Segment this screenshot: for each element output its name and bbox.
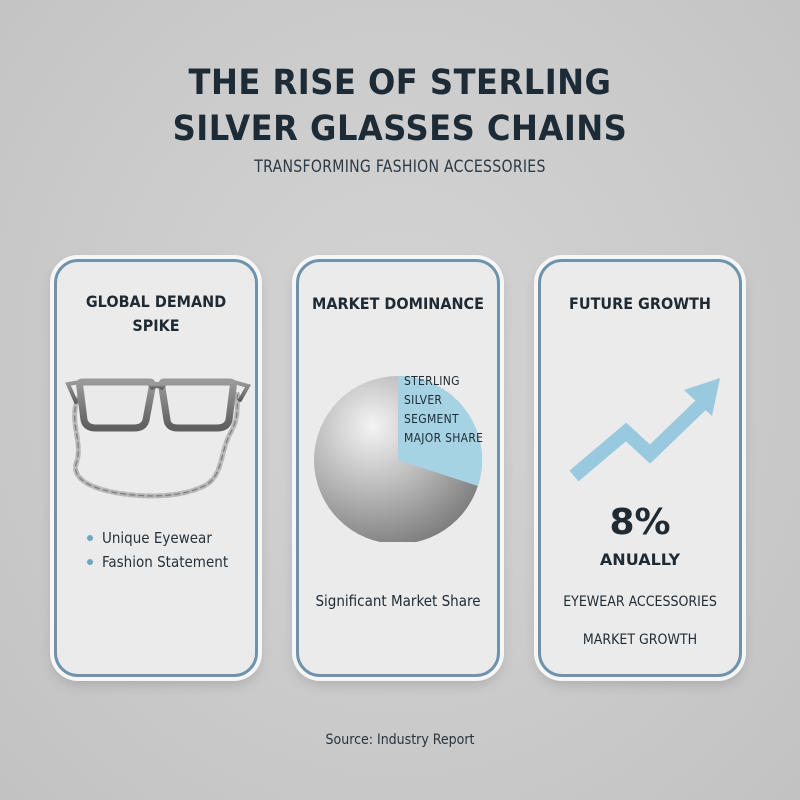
growth-description-line-2: MARKET GROWTH — [582, 632, 698, 648]
list-item-label: Fashion Statement — [102, 553, 229, 571]
pie-label-line-3: MAJOR SHARE — [404, 431, 484, 445]
list-item: Unique Eyewear — [87, 526, 228, 550]
title-line-2: SILVER GLASSES CHAINS — [172, 109, 628, 149]
pie-slice-label: STERLING SILVER SEGMENT MAJOR SHARE — [404, 372, 497, 448]
bullet-dot-icon — [87, 559, 93, 565]
source-citation: Source: Industry Report — [325, 732, 475, 748]
growth-period-label: ANUALLY — [599, 550, 681, 569]
list-item: Fashion Statement — [87, 550, 228, 574]
bullet-dot-icon — [87, 535, 93, 541]
market-share-pie — [314, 376, 482, 542]
card-title-line-2: SPIKE — [132, 316, 180, 335]
pie-label-line-1: STERLING SILVER — [404, 374, 460, 407]
growth-description: EYEWEAR ACCESSORIES MARKET GROWTH — [541, 574, 739, 650]
card-caption: Significant Market Share — [315, 592, 481, 610]
card-future-growth: FUTURE GROWTH 8% ANUALLY EYEWEAR ACCESSO… — [538, 259, 742, 677]
upward-trend-arrow-icon — [569, 378, 720, 482]
card-global-demand: GLOBAL DEMAND SPIKE Unique Eyewear Fashi… — [54, 259, 258, 677]
page-title: THE RISE OF STERLING SILVER GLASSES CHAI… — [32, 60, 768, 152]
card-title: GLOBAL DEMAND SPIKE — [67, 290, 245, 338]
list-item-label: Unique Eyewear — [102, 529, 212, 547]
growth-description-line-1: EYEWEAR ACCESSORIES — [563, 594, 717, 610]
page-subtitle: TRANSFORMING FASHION ACCESSORIES — [254, 157, 546, 177]
card-market-dominance: MARKET DOMINANCE STERLING SILVER SEGMENT… — [296, 259, 500, 677]
pie-label-line-2: SEGMENT — [404, 412, 459, 426]
card-title: MARKET DOMINANCE — [312, 294, 484, 313]
pie-slice-sterling-silver — [398, 376, 482, 486]
glasses-with-chain-icon — [65, 378, 252, 499]
card-title: FUTURE GROWTH — [569, 294, 711, 313]
title-line-1: THE RISE OF STERLING — [188, 63, 612, 103]
card-title-line-1: GLOBAL DEMAND — [85, 292, 227, 311]
feature-list: Unique Eyewear Fashion Statement — [87, 526, 228, 574]
growth-value: 8% — [609, 502, 671, 543]
